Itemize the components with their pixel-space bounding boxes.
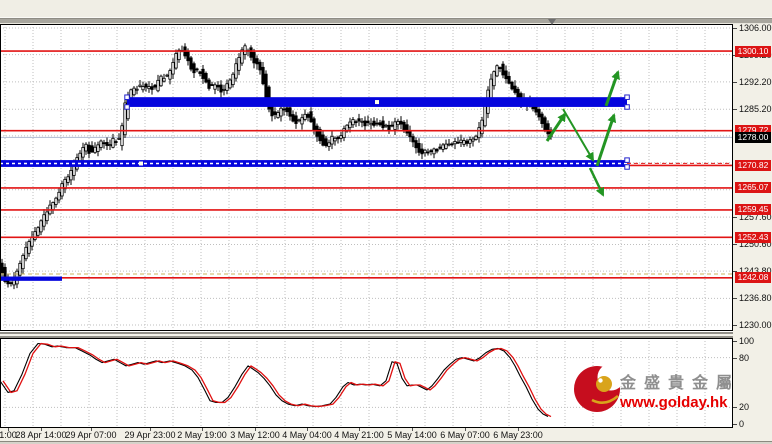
time-tick-label: 29 Apr 23:00: [124, 430, 176, 440]
oscillator-tick-mark: [733, 357, 737, 359]
time-tick-mark: [41, 428, 42, 431]
price-level-badge: 1300.10: [735, 45, 771, 57]
selection-handle[interactable]: [624, 164, 630, 170]
panel-separator[interactable]: [0, 332, 733, 338]
time-tick-label: 28 Apr 14:00: [15, 430, 67, 440]
time-tick-mark: [202, 428, 203, 431]
price-level-badge: 1259.45: [735, 204, 771, 216]
price-tick-label: 1250.60: [739, 239, 772, 250]
selection-handle[interactable]: [624, 157, 630, 163]
window-chrome-top: [0, 0, 772, 17]
price-level-badge: 1265.07: [735, 182, 771, 194]
oscillator-tick-label: 0: [739, 419, 745, 429]
price-level-badge: 1270.82: [735, 159, 771, 171]
price-level-badge: 1252.43: [735, 231, 771, 243]
selection-center-handle[interactable]: [375, 100, 379, 105]
price-level-badge: 1242.08: [735, 272, 771, 284]
price-tick-label: 1306.00: [739, 23, 772, 33]
selection-center-handle[interactable]: [139, 161, 143, 166]
price-tick-mark: [733, 325, 737, 326]
time-tick-label: 3 May 12:00: [230, 430, 280, 440]
price-tick-mark: [733, 271, 737, 273]
time-tick-mark: [8, 428, 9, 431]
blue-zone-band[interactable]: [0, 157, 630, 170]
price-tick-mark: [733, 298, 737, 300]
price-tick-mark: [733, 81, 737, 83]
time-tick-mark: [518, 428, 519, 431]
price-tick-mark: [733, 109, 737, 111]
forecast-arrows[interactable]: [545, 70, 620, 197]
watermark-url: www.golday.hk: [620, 394, 728, 411]
brand-logo: [574, 363, 625, 412]
time-tick-label: 4 May 04:00: [282, 430, 332, 440]
blue-zone-band[interactable]: [124, 94, 630, 110]
selection-handle[interactable]: [624, 94, 630, 100]
time-tick-mark: [255, 428, 256, 431]
main-plot-layers: [0, 25, 732, 330]
oscillator-tick-label: 100: [739, 336, 755, 346]
window-bottom-edge: [0, 441, 772, 444]
time-tick-label: 6 May 23:00: [493, 430, 543, 440]
price-tick-mark: [733, 28, 737, 29]
chart-shift-marker[interactable]: [548, 19, 556, 25]
time-tick-label: 6 May 07:00: [440, 430, 490, 440]
oscillator-tick-mark: [733, 407, 737, 409]
price-tick-label: 1292.20: [739, 76, 772, 87]
oscillator-signal-line: [2, 342, 552, 418]
price-tick-label: 1236.80: [739, 293, 772, 304]
time-tick-mark: [412, 428, 413, 431]
oscillator-tick-label: 80: [739, 352, 750, 363]
oscillator-tick-label: 20: [739, 402, 750, 413]
time-tick-label: 4 May 21:00: [334, 430, 384, 440]
price-tick-label: 1285.20: [739, 104, 772, 115]
blue-zone-band[interactable]: [0, 276, 62, 281]
current-price-badge: 1278.00: [735, 131, 771, 143]
price-level-badge: 1279.72: [735, 125, 771, 137]
time-tick-mark: [359, 428, 360, 431]
chrome-divider-light2: [0, 23, 772, 24]
time-tick-mark: [91, 428, 92, 431]
main-plot-area[interactable]: [0, 24, 733, 331]
watermark-brand: 金盛貴金屬: [620, 375, 741, 392]
chrome-divider-bar: [0, 18, 772, 23]
price-tick-mark: [733, 217, 737, 219]
time-tick-label: 29 Apr 07:00: [65, 430, 117, 440]
time-tick-label: 2 May 19:00: [177, 430, 227, 440]
time-tick-mark: [465, 428, 466, 431]
candlesticks: [1, 43, 553, 290]
oscillator-tick-mark: [733, 341, 737, 342]
selection-handle[interactable]: [124, 94, 130, 100]
time-tick-mark: [150, 428, 151, 431]
oscillator-tick-mark: [733, 424, 737, 425]
price-tick-label: 1243.80: [739, 266, 772, 277]
price-tick-label: 1230.00: [739, 320, 772, 330]
selection-handle[interactable]: [624, 104, 630, 110]
chrome-divider-light: [0, 17, 772, 18]
price-tick-mark: [733, 244, 737, 246]
time-tick-label: 1:00: [0, 430, 17, 440]
time-axis-strip[interactable]: [0, 428, 733, 441]
price-tick-label: 1257.60: [739, 212, 772, 223]
watermark-text: 金盛貴金屬 www.golday.hk: [620, 369, 770, 411]
selection-handle[interactable]: [124, 104, 130, 110]
time-tick-mark: [307, 428, 308, 431]
time-tick-label: 5 May 14:00: [387, 430, 437, 440]
